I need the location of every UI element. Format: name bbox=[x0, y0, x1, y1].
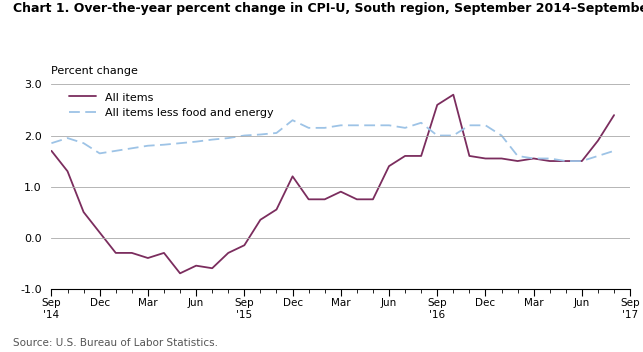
All items bbox=[257, 218, 264, 222]
All items less food and energy bbox=[224, 136, 232, 140]
All items bbox=[562, 159, 570, 163]
All items bbox=[112, 251, 120, 255]
All items less food and energy bbox=[353, 123, 361, 127]
All items less food and energy bbox=[273, 131, 280, 135]
All items less food and energy bbox=[128, 146, 136, 150]
All items less food and energy bbox=[401, 126, 409, 130]
Legend: All items, All items less food and energy: All items, All items less food and energ… bbox=[69, 92, 274, 118]
All items less food and energy bbox=[417, 121, 425, 125]
All items less food and energy bbox=[610, 149, 618, 153]
All items bbox=[433, 103, 441, 107]
All items less food and energy bbox=[289, 118, 296, 122]
All items bbox=[176, 271, 184, 275]
All items bbox=[128, 251, 136, 255]
All items less food and energy bbox=[321, 126, 329, 130]
All items less food and energy bbox=[514, 154, 521, 158]
All items less food and energy bbox=[48, 141, 55, 145]
All items bbox=[273, 207, 280, 212]
All items bbox=[289, 174, 296, 178]
All items less food and energy bbox=[562, 159, 570, 163]
All items bbox=[594, 139, 602, 143]
All items less food and energy bbox=[578, 159, 586, 163]
All items less food and energy bbox=[112, 149, 120, 153]
All items less food and energy bbox=[594, 154, 602, 158]
All items bbox=[208, 266, 216, 270]
All items less food and energy bbox=[449, 133, 457, 138]
Text: Chart 1. Over-the-year percent change in CPI-U, South region, September 2014–Sep: Chart 1. Over-the-year percent change in… bbox=[13, 2, 643, 15]
All items bbox=[48, 149, 55, 153]
All items bbox=[240, 243, 248, 247]
All items less food and energy bbox=[305, 126, 312, 130]
All items bbox=[224, 251, 232, 255]
All items bbox=[385, 164, 393, 168]
All items bbox=[417, 154, 425, 158]
All items bbox=[369, 197, 377, 201]
All items bbox=[610, 113, 618, 117]
All items bbox=[192, 264, 200, 268]
All items less food and energy bbox=[385, 123, 393, 127]
All items less food and energy bbox=[144, 144, 152, 148]
All items bbox=[546, 159, 554, 163]
All items bbox=[514, 159, 521, 163]
All items less food and energy bbox=[64, 136, 71, 140]
All items bbox=[144, 256, 152, 260]
All items bbox=[353, 197, 361, 201]
All items bbox=[337, 189, 345, 194]
All items less food and energy bbox=[208, 138, 216, 142]
All items bbox=[305, 197, 312, 201]
All items less food and energy bbox=[96, 151, 104, 156]
All items less food and energy bbox=[482, 123, 489, 127]
All items bbox=[80, 210, 87, 214]
All items bbox=[449, 93, 457, 97]
All items less food and energy bbox=[466, 123, 473, 127]
All items less food and energy bbox=[192, 139, 200, 144]
All items bbox=[578, 159, 586, 163]
All items less food and energy bbox=[240, 133, 248, 138]
Text: Percent change: Percent change bbox=[51, 66, 138, 76]
All items bbox=[401, 154, 409, 158]
All items bbox=[482, 156, 489, 161]
All items less food and energy bbox=[546, 156, 554, 161]
Line: All items: All items bbox=[51, 95, 614, 273]
All items bbox=[498, 156, 505, 161]
All items less food and energy bbox=[176, 141, 184, 145]
All items less food and energy bbox=[530, 156, 538, 161]
All items bbox=[96, 231, 104, 235]
All items bbox=[64, 169, 71, 174]
All items less food and energy bbox=[498, 133, 505, 138]
All items less food and energy bbox=[337, 123, 345, 127]
All items bbox=[530, 156, 538, 161]
All items bbox=[160, 251, 168, 255]
All items less food and energy bbox=[257, 132, 264, 137]
Text: Source: U.S. Bureau of Labor Statistics.: Source: U.S. Bureau of Labor Statistics. bbox=[13, 339, 218, 348]
All items less food and energy bbox=[369, 123, 377, 127]
All items bbox=[321, 197, 329, 201]
All items bbox=[466, 154, 473, 158]
All items less food and energy bbox=[80, 141, 87, 145]
All items less food and energy bbox=[433, 133, 441, 138]
Line: All items less food and energy: All items less food and energy bbox=[51, 120, 614, 161]
All items less food and energy bbox=[160, 143, 168, 147]
